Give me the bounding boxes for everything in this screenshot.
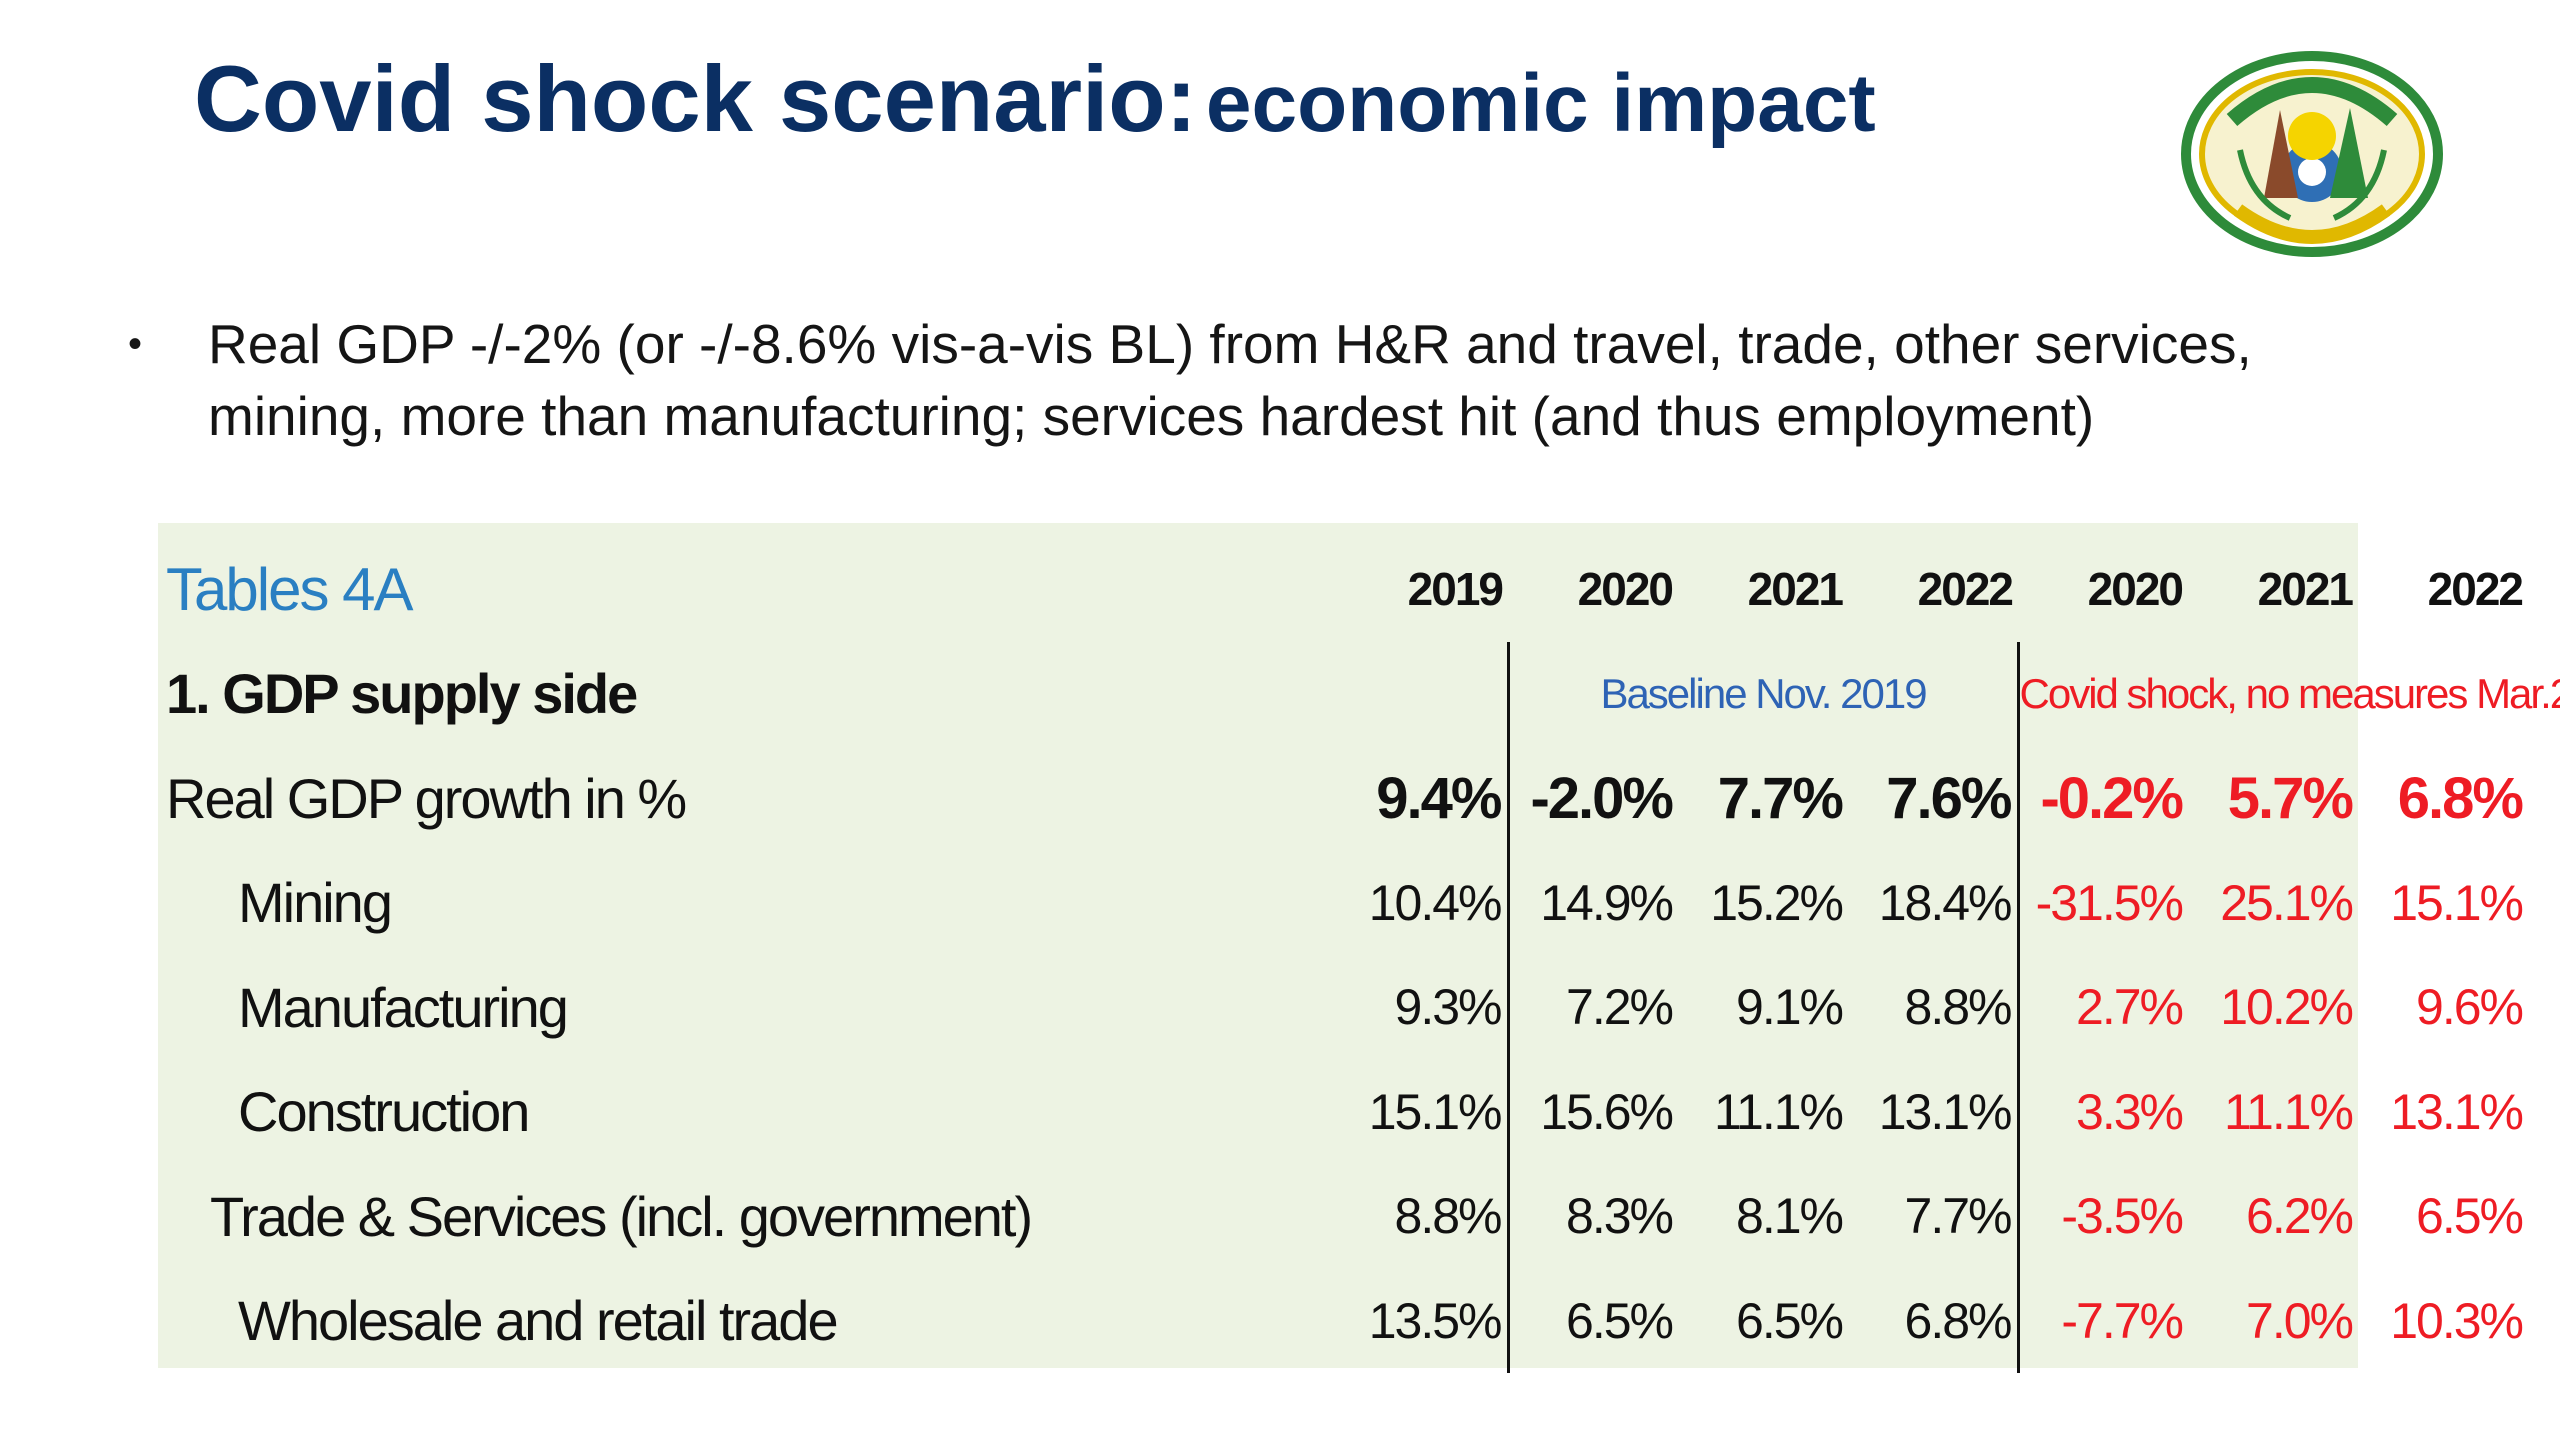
- value-cell: 7.7%: [1717, 765, 1844, 831]
- value-cell: 9.4%: [1376, 765, 1502, 831]
- value-cell: 8.3%: [1506, 1164, 1678, 1269]
- year-header: 2021: [2257, 563, 2354, 616]
- value-cell: 15.2%: [1710, 874, 1844, 931]
- value-cell: 6.5%: [1736, 1292, 1844, 1349]
- bullet-point: • Real GDP -/-2% (or -/-8.6% vis-a-vis B…: [120, 308, 2460, 452]
- value-cell: 7.6%: [1886, 765, 2012, 831]
- value-cell: 8.8%: [1394, 1188, 1503, 1245]
- title-main: Covid shock scenario:: [194, 46, 1197, 151]
- value-cell: -0.2%: [2016, 746, 2188, 851]
- value-cell: -3.5%: [2016, 1164, 2188, 1269]
- value-cell: 10.4%: [1368, 874, 1503, 931]
- value-cell: 2.7%: [2016, 955, 2188, 1060]
- empty-cell: [1338, 642, 1508, 747]
- value-cell: 10.2%: [2220, 979, 2354, 1036]
- value-cell: 7.2%: [1506, 955, 1678, 1060]
- value-cell: 25.1%: [2220, 874, 2354, 931]
- value-cell: 15.6%: [1506, 1059, 1678, 1164]
- value-cell: 18.4%: [1878, 874, 2013, 931]
- value-cell: 8.8%: [1904, 979, 2013, 1036]
- table-header-row: Tables 4A 2019 2020 2021 2022 2020 2021 …: [158, 537, 2528, 642]
- value-cell: 9.6%: [2416, 979, 2524, 1036]
- value-cell: 14.9%: [1506, 850, 1678, 955]
- value-cell: 7.7%: [1904, 1188, 2013, 1245]
- coat-of-arms-logo: [2180, 50, 2445, 265]
- row-label: Mining: [238, 871, 393, 935]
- row-label: Real GDP growth in %: [166, 766, 687, 830]
- value-cell: 6.8%: [2397, 765, 2524, 831]
- section-label: 1. GDP supply side: [166, 662, 638, 726]
- row-label: Manufacturing: [238, 975, 569, 1039]
- value-cell: 7.0%: [2246, 1292, 2354, 1349]
- table-section-row: 1. GDP supply side Baseline Nov. 2019 Co…: [158, 641, 2560, 747]
- baseline-label: Baseline Nov. 2019: [1506, 641, 2018, 746]
- value-cell: 9.3%: [1394, 979, 1503, 1036]
- value-cell: 11.1%: [1713, 1083, 1844, 1140]
- year-header: 2020: [1577, 563, 1674, 616]
- value-cell: 3.3%: [2016, 1059, 2188, 1164]
- value-cell: 15.1%: [2390, 874, 2524, 931]
- bullet-line-1: Real GDP -/-2% (or -/-8.6% vis-a-vis BL)…: [208, 313, 2252, 375]
- value-cell: 9.1%: [1736, 979, 1844, 1036]
- table-row: Mining 10.4% 14.9% 15.2% 18.4% -31.5% 25…: [158, 850, 2528, 955]
- value-cell: 8.1%: [1736, 1188, 1844, 1245]
- value-cell: 10.3%: [2390, 1292, 2524, 1349]
- value-cell: 6.8%: [1904, 1292, 2013, 1349]
- value-cell: 6.2%: [2246, 1188, 2354, 1245]
- value-cell: -31.5%: [2016, 850, 2188, 955]
- value-cell: 5.7%: [2227, 765, 2354, 831]
- bullet-line-2: mining, more than manufacturing; service…: [208, 385, 2095, 447]
- slide-title: Covid shock scenario: economic impact: [194, 52, 1876, 146]
- table-row: Real GDP growth in % 9.4% -2.0% 7.7% 7.6…: [158, 746, 2528, 851]
- value-cell: -2.0%: [1506, 746, 1678, 851]
- value-cell: 6.5%: [1506, 1268, 1678, 1373]
- value-cell: 13.5%: [1368, 1292, 1503, 1349]
- value-cell: 6.5%: [2416, 1188, 2524, 1245]
- table-row: Trade & Services (incl. government) 8.8%…: [158, 1164, 2528, 1269]
- bullet-icon: •: [128, 322, 143, 366]
- value-cell: -7.7%: [2016, 1268, 2188, 1373]
- row-label: Trade & Services (incl. government): [210, 1184, 1033, 1248]
- year-header: 2020: [2087, 563, 2184, 616]
- table-row: Wholesale and retail trade 13.5% 6.5% 6.…: [158, 1268, 2528, 1373]
- value-cell: 13.1%: [2390, 1083, 2524, 1140]
- value-cell: 11.1%: [2223, 1083, 2354, 1140]
- row-label: Construction: [238, 1080, 530, 1144]
- value-cell: 15.1%: [1368, 1083, 1503, 1140]
- table-row: Construction 15.1% 15.6% 11.1% 13.1% 3.3…: [158, 1059, 2528, 1164]
- covid-shock-label: Covid shock, no measures Mar.2020: [2016, 641, 2560, 746]
- gdp-table-panel: Tables 4A 2019 2020 2021 2022 2020 2021 …: [158, 523, 2560, 1373]
- value-cell: 13.1%: [1878, 1083, 2013, 1140]
- table-row: Manufacturing 9.3% 7.2% 9.1% 8.8% 2.7% 1…: [158, 955, 2528, 1060]
- year-header: 2019: [1407, 563, 1504, 616]
- gdp-table: Tables 4A 2019 2020 2021 2022 2020 2021 …: [158, 537, 2560, 1373]
- title-sub: economic impact: [1205, 58, 1876, 149]
- row-label: Wholesale and retail trade: [238, 1289, 839, 1353]
- table-title: Tables 4A: [166, 555, 414, 623]
- bullet-text: Real GDP -/-2% (or -/-8.6% vis-a-vis BL)…: [208, 308, 2460, 452]
- year-header: 2022: [2427, 563, 2524, 616]
- year-header: 2021: [1747, 563, 1844, 616]
- year-header: 2022: [1917, 563, 2014, 616]
